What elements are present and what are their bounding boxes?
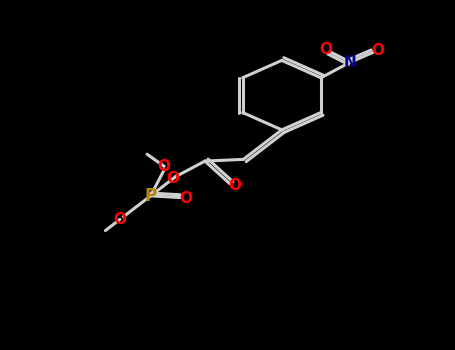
Text: N: N [344,55,357,70]
Text: O: O [179,191,192,206]
Text: O: O [166,171,179,186]
Text: P: P [145,187,157,205]
Text: O: O [371,43,384,58]
Text: O: O [158,159,171,174]
Text: O: O [229,178,242,193]
Text: O: O [319,42,332,57]
Text: O: O [113,212,126,227]
